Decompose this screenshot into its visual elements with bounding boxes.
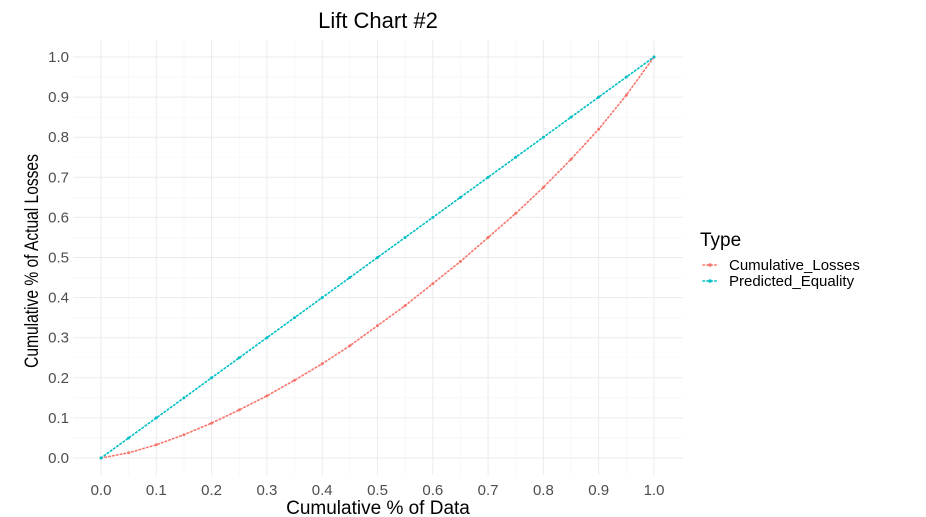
data-point <box>127 451 131 455</box>
y-tick-label: 0.8 <box>48 129 69 146</box>
y-tick-label: 0.9 <box>48 89 69 106</box>
x-tick-label: 0.1 <box>146 482 167 499</box>
data-point <box>237 356 241 360</box>
data-point <box>320 362 324 366</box>
data-point <box>265 394 269 398</box>
y-tick-label: 0.2 <box>48 370 69 387</box>
x-axis-ticks: 0.0 0.1 0.2 0.3 0.4 0.5 0.6 0.7 0.8 0.9 1.0 <box>91 482 665 499</box>
data-point <box>403 304 407 308</box>
y-tick-label: 0.6 <box>48 209 69 226</box>
legend-label: Predicted_Equality <box>729 273 855 290</box>
data-point <box>210 376 214 380</box>
x-tick-label: 0.2 <box>201 482 222 499</box>
chart-title: Lift Chart #2 <box>318 8 438 33</box>
y-tick-label: 0.4 <box>48 290 69 307</box>
legend-key-point <box>708 279 712 283</box>
x-tick-label: 1.0 <box>644 482 665 499</box>
grid <box>73 40 683 475</box>
legend-item: Predicted_Equality <box>702 273 855 290</box>
data-point <box>597 95 601 99</box>
series-layer <box>99 55 656 460</box>
data-point <box>293 316 297 320</box>
x-tick-label: 0.6 <box>422 482 443 499</box>
data-point <box>237 408 241 412</box>
data-point <box>514 211 518 215</box>
legend-label: Cumulative_Losses <box>729 257 860 274</box>
legend-item: Cumulative_Losses <box>702 257 860 274</box>
x-tick-label: 0.4 <box>312 482 333 499</box>
y-tick-label: 0.3 <box>48 330 69 347</box>
data-point <box>293 378 297 382</box>
x-tick-label: 0.0 <box>91 482 112 499</box>
data-point <box>431 215 435 219</box>
data-point <box>348 276 352 280</box>
y-tick-label: 1.0 <box>48 49 69 66</box>
data-point <box>265 336 269 340</box>
y-axis-title: Cumulative % of Actual Losses <box>21 154 43 368</box>
legend-key-point <box>708 263 712 267</box>
series-points-predicted-equality <box>99 55 656 460</box>
x-tick-label: 0.8 <box>533 482 554 499</box>
data-point <box>486 175 490 179</box>
data-point <box>376 324 379 328</box>
y-tick-label: 0.1 <box>48 410 69 427</box>
data-point <box>403 235 407 239</box>
data-point <box>486 235 490 239</box>
data-point <box>624 75 628 79</box>
data-point <box>458 195 462 199</box>
data-point <box>569 115 573 119</box>
data-point <box>182 396 186 400</box>
x-tick-label: 0.3 <box>256 482 277 499</box>
data-point <box>182 433 186 437</box>
data-point <box>569 157 573 161</box>
data-point <box>541 185 545 189</box>
data-point <box>431 282 435 286</box>
y-tick-label: 0.7 <box>48 169 69 186</box>
x-tick-label: 0.7 <box>478 482 499 499</box>
x-tick-label: 0.9 <box>588 482 609 499</box>
data-point <box>624 93 628 97</box>
data-point <box>541 135 545 139</box>
data-point <box>154 416 158 420</box>
data-point <box>154 443 158 447</box>
data-point <box>210 421 214 425</box>
data-point <box>127 436 131 440</box>
data-point <box>597 127 601 131</box>
y-axis-ticks: 0.0 0.1 0.2 0.3 0.4 0.5 0.6 0.7 0.8 0.9 1.0 <box>48 49 69 467</box>
x-axis-title: Cumulative % of Data <box>286 498 470 517</box>
data-point <box>320 296 324 300</box>
y-tick-label: 0.5 <box>48 250 69 267</box>
data-point <box>376 256 379 259</box>
data-point <box>99 456 103 460</box>
y-tick-label: 0.0 <box>48 450 69 467</box>
data-point <box>458 260 462 264</box>
x-tick-label: 0.5 <box>367 482 388 499</box>
data-point <box>514 155 518 159</box>
legend-title: Type <box>700 230 741 251</box>
data-point <box>652 55 656 59</box>
data-point <box>348 344 352 348</box>
